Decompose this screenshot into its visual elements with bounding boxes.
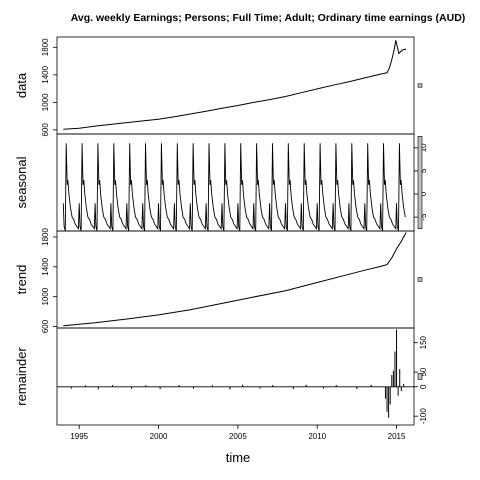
y-tick-label-remainder: 150	[419, 335, 428, 349]
panel-remainder: remainder -100 0 50 150	[14, 327, 428, 426]
y-tick-label-data: 1000	[41, 93, 50, 111]
panel-trend: trend 600 1000 1400 1800	[14, 228, 423, 333]
scale-bar-data	[417, 83, 423, 88]
y-tick-label-data: 600	[41, 123, 50, 137]
panel-data: data 600 1000 1400 1800	[14, 36, 423, 137]
y-tick-label-seasonal: 5	[419, 168, 428, 173]
panels-group: data 600 1000 1400 1800 seasonal -5 0 5 10 trend 60…	[14, 36, 428, 441]
panel-seasonal: seasonal -5 0 5 10	[14, 133, 428, 232]
y-tick-label-data: 1800	[41, 38, 50, 56]
y-tick-label-remainder: 50	[419, 367, 428, 376]
x-tick-label: 2005	[229, 432, 247, 441]
y-axis-label-trend: trend	[14, 265, 29, 295]
y-tick-label-seasonal: 10	[419, 143, 428, 152]
y-axis-label-data: data	[14, 72, 29, 98]
y-tick-label-trend: 1400	[41, 257, 50, 275]
x-tick-label: 2015	[388, 432, 406, 441]
scale-bar-remainder	[417, 373, 423, 380]
chart-title: Avg. weekly Earnings; Persons; Full Time…	[71, 12, 466, 24]
scale-bar-trend	[417, 277, 423, 282]
y-tick-label-data: 1400	[41, 65, 50, 83]
y-tick-label-trend: 1800	[41, 228, 50, 246]
y-tick-label-seasonal: -5	[419, 213, 428, 221]
series-line-seasonal	[62, 143, 406, 232]
panel-frame-trend	[56, 230, 415, 329]
y-axis-label-seasonal: seasonal	[14, 156, 29, 208]
y-tick-label-remainder: -100	[419, 408, 428, 425]
panel-frame-data	[56, 36, 415, 135]
x-axis: 1995 2000 2005 2010 2015	[70, 425, 406, 441]
y-tick-label-trend: 1000	[41, 287, 50, 305]
y-tick-label-remainder: 0	[419, 384, 428, 389]
y-axis-label-remainder: remainder	[14, 347, 29, 406]
panel-frame-remainder	[56, 327, 415, 426]
x-tick-label: 2010	[308, 432, 326, 441]
y-tick-label-seasonal: 0	[419, 191, 428, 196]
series-line-data	[63, 40, 407, 130]
x-tick-label: 1995	[70, 432, 88, 441]
series-line-trend	[63, 232, 407, 327]
y-tick-label-trend: 600	[41, 319, 50, 333]
scale-bar-seasonal	[417, 136, 423, 229]
x-axis-label: time	[226, 450, 251, 465]
x-tick-label: 2000	[150, 432, 168, 441]
